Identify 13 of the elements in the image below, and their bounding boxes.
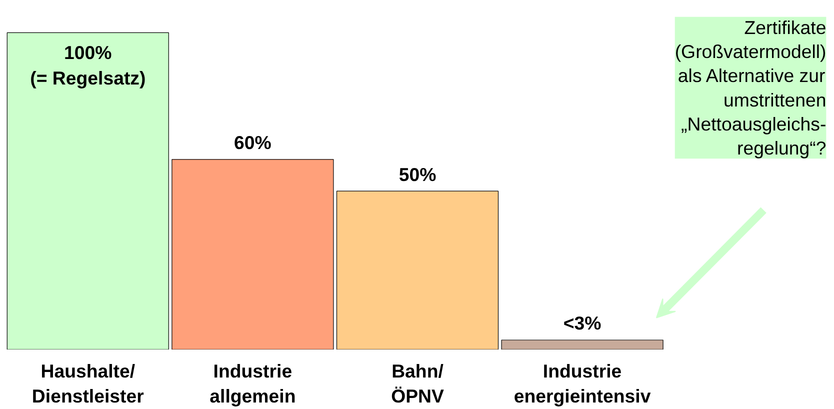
bar (336, 190, 499, 350)
x-tick-label: Industrie energieintensiv (514, 360, 652, 407)
x-tick-label: Industrie allgemein (210, 360, 296, 407)
data-label: 100% (= Regelsatz) (30, 42, 146, 88)
x-tick-label: Haushalte/ Dienstleister (32, 360, 144, 407)
data-label: <3% (563, 312, 602, 334)
bar (501, 340, 664, 350)
text: Zertifikate (Großvatermodell) als Alternative zur umstrittenen „Nettoausgleichs- regelung“? (674, 16, 826, 159)
x-tick-label: Bahn/ ÖPNV (391, 360, 444, 407)
data-label: 60% (234, 132, 272, 154)
data-label: 50% (398, 164, 437, 185)
bar (172, 159, 334, 350)
bar (6, 32, 169, 350)
